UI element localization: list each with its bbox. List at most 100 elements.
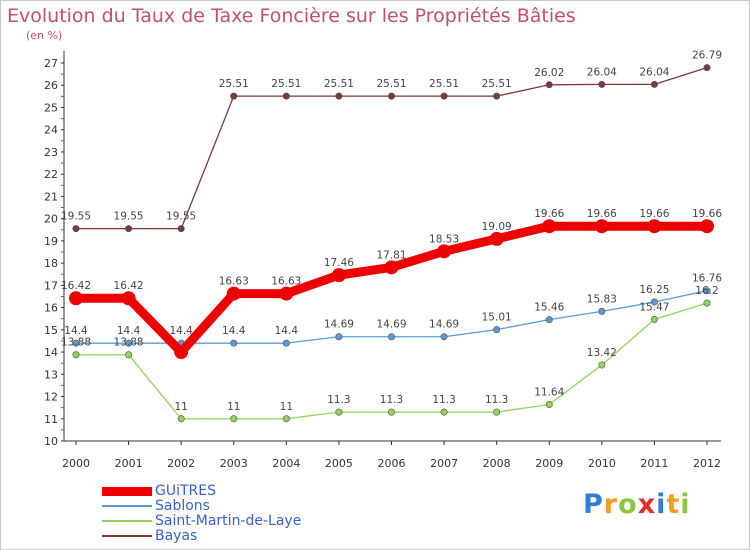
legend-swatch xyxy=(102,535,152,537)
legend-swatch xyxy=(102,505,152,507)
data-point-0 xyxy=(279,286,294,301)
data-label-1: 14.4 xyxy=(117,325,141,337)
data-point-3 xyxy=(335,92,343,100)
y-tick-label: 26 xyxy=(44,79,58,92)
data-point-3 xyxy=(598,80,606,88)
data-label-2: 11.3 xyxy=(485,394,508,406)
y-tick-label: 24 xyxy=(44,124,58,137)
data-point-3 xyxy=(387,92,395,100)
data-label-0: 18.53 xyxy=(429,233,459,245)
data-point-2 xyxy=(598,361,606,369)
data-point-3 xyxy=(703,64,711,72)
data-point-1 xyxy=(650,298,658,306)
y-tick-label: 20 xyxy=(44,213,58,226)
y-tick-label: 16 xyxy=(44,302,58,315)
data-point-2 xyxy=(703,299,711,307)
data-label-1: 16.76 xyxy=(692,273,722,285)
data-point-0 xyxy=(384,260,399,275)
data-label-0: 16.63 xyxy=(219,276,249,288)
data-label-0: 19.09 xyxy=(482,221,512,233)
legend-label: Sablons xyxy=(155,498,210,514)
data-label-2: 11 xyxy=(174,401,187,413)
y-tick-label: 14 xyxy=(44,346,58,359)
data-label-3: 25.51 xyxy=(324,78,354,90)
data-label-3: 26.02 xyxy=(534,67,564,79)
data-point-2 xyxy=(493,408,501,416)
data-point-0 xyxy=(647,219,662,234)
y-tick-label: 13 xyxy=(44,368,58,381)
data-point-0 xyxy=(542,219,557,234)
data-label-1: 15.01 xyxy=(482,312,512,324)
data-point-1 xyxy=(282,339,290,347)
data-point-1 xyxy=(703,287,711,295)
data-label-3: 25.51 xyxy=(376,78,406,90)
y-tick-label: 22 xyxy=(44,168,58,181)
data-point-0 xyxy=(437,244,452,259)
data-label-1: 14.4 xyxy=(169,325,193,337)
data-point-3 xyxy=(72,225,80,233)
logo-letter: x xyxy=(637,489,657,520)
data-point-3 xyxy=(230,92,238,100)
data-point-2 xyxy=(387,408,395,416)
data-label-2: 11.64 xyxy=(534,387,564,399)
y-tick-label: 27 xyxy=(44,57,58,70)
logo-letter: P xyxy=(583,489,604,520)
data-label-2: 11 xyxy=(227,401,240,413)
x-tick-label: 2002 xyxy=(167,457,195,470)
data-label-2: 16.2 xyxy=(695,285,718,297)
data-label-3: 26.04 xyxy=(639,66,669,78)
data-label-0: 19.66 xyxy=(639,208,669,220)
data-point-2 xyxy=(335,408,343,416)
legend-swatch xyxy=(102,486,152,496)
data-label-2: 15.47 xyxy=(639,301,669,313)
data-label-2: 13.88 xyxy=(61,337,91,349)
logo-letter: i xyxy=(680,489,691,520)
data-point-3 xyxy=(545,81,553,89)
proxiti-logo: Proxiti xyxy=(583,489,691,520)
data-point-2 xyxy=(125,351,133,359)
data-point-3 xyxy=(282,92,290,100)
x-tick-label: 2010 xyxy=(588,457,616,470)
data-point-1 xyxy=(440,333,448,341)
data-point-0 xyxy=(69,291,83,306)
x-tick-label: 2008 xyxy=(483,457,511,470)
data-point-1 xyxy=(598,307,606,315)
data-point-0 xyxy=(594,219,609,234)
data-point-2 xyxy=(230,415,238,423)
x-tick-label: 2009 xyxy=(535,457,563,470)
data-point-0 xyxy=(121,291,136,306)
data-label-1: 14.69 xyxy=(324,319,354,331)
y-tick-label: 25 xyxy=(44,101,58,114)
y-tick-label: 11 xyxy=(44,413,58,426)
data-label-1: 14.69 xyxy=(376,319,406,331)
data-label-1: 14.4 xyxy=(275,325,299,337)
x-tick-label: 2012 xyxy=(693,457,721,470)
data-point-3 xyxy=(125,225,133,233)
data-label-0: 17.81 xyxy=(376,249,406,261)
x-tick-label: 2011 xyxy=(640,457,668,470)
y-tick-label: 23 xyxy=(44,146,58,159)
x-tick-label: 2006 xyxy=(378,457,406,470)
y-tick-label: 17 xyxy=(44,279,58,292)
y-tick-label: 19 xyxy=(44,235,58,248)
data-point-1 xyxy=(387,333,395,341)
data-label-0: 16.42 xyxy=(61,280,91,292)
data-label-0: 19.66 xyxy=(534,208,564,220)
data-point-2 xyxy=(545,401,553,409)
data-label-0: 19.66 xyxy=(692,208,722,220)
data-label-2: 11.3 xyxy=(432,394,455,406)
data-point-2 xyxy=(440,408,448,416)
data-point-2 xyxy=(650,315,658,323)
data-label-3: 26.04 xyxy=(587,66,617,78)
logo-letter: t xyxy=(666,489,681,520)
logo-letter: i xyxy=(656,489,667,520)
data-point-1 xyxy=(493,326,501,334)
data-label-3: 19.55 xyxy=(166,211,196,223)
logo-letter: r xyxy=(603,489,619,520)
data-point-3 xyxy=(493,92,501,100)
data-label-2: 11 xyxy=(280,401,293,413)
data-label-3: 25.51 xyxy=(271,78,301,90)
y-tick-label: 10 xyxy=(44,435,58,448)
logo-letter: o xyxy=(618,489,638,520)
